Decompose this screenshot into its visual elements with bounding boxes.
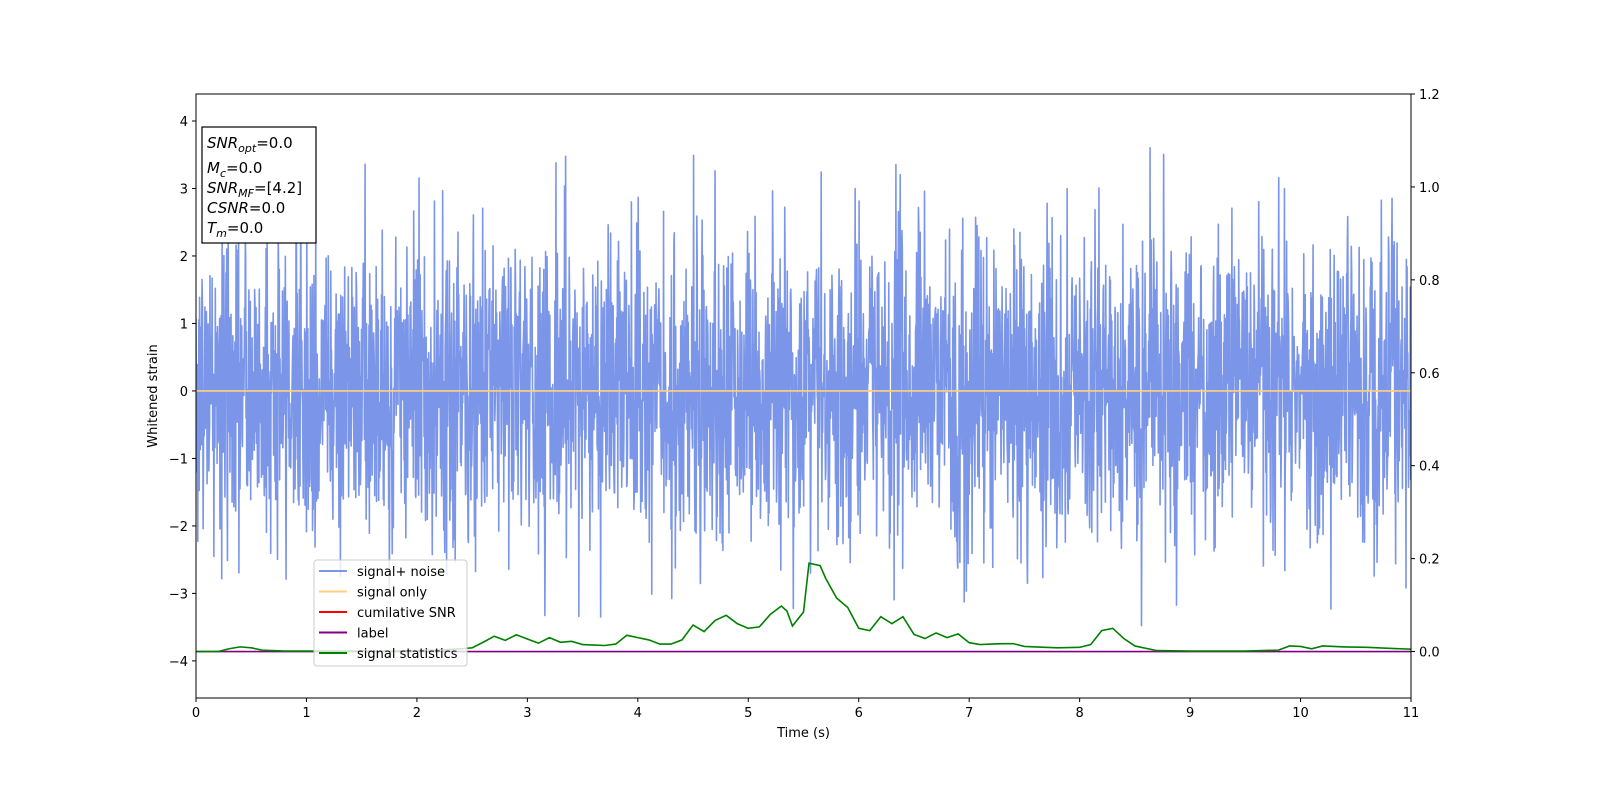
y2-tick-label: 0.8 [1419, 274, 1440, 289]
axes-frame [195, 93, 1412, 699]
legend: signal+ noise signal only cumilative SNR la… [313, 559, 468, 667]
x-tick-label: 6 [855, 706, 863, 721]
y-tick-label: −4 [169, 655, 188, 670]
info-line: CSNR=0.0 [207, 199, 285, 217]
y-tick-label: 3 [180, 182, 188, 197]
y-tick-label: −2 [169, 520, 188, 535]
x-tick-label: 8 [1075, 706, 1083, 721]
info-line-value: =0.0 [249, 199, 285, 217]
info-line-value: =[4.2] [254, 179, 302, 197]
y-tick-label: 0 [180, 385, 188, 400]
legend-entry-label: signal only [357, 586, 427, 601]
series-signal-statistics-line [196, 562, 1411, 653]
axes: 0 1 2 3 4 5 6 7 8 9 10 11 −4 −3 −2 −1 0 1 2 3 4 0.0 0.2 0.4 0.6 0… [169, 88, 1440, 721]
info-line: Mc=0.0 [207, 159, 262, 180]
info-line-base: M [207, 159, 220, 177]
info-line-sub: c [220, 167, 226, 180]
y-tick-label: 4 [180, 115, 188, 130]
x-axis-label: Time (s) [776, 726, 830, 741]
x-tick-label: 4 [634, 706, 642, 721]
y2-tick-label: 0.4 [1419, 460, 1440, 475]
y-tick-label: −1 [169, 452, 188, 467]
info-line-base: CSNR [207, 199, 249, 217]
info-line-sub: opt [238, 142, 257, 155]
info-line-sub: MF [238, 187, 254, 200]
legend-entry-label: signal+ noise [357, 565, 445, 580]
info-line-value: =0.0 [226, 159, 262, 177]
info-line-base: SNR [207, 134, 238, 152]
info-line-base: SNR [207, 179, 238, 197]
info-line-value: =0.0 [256, 134, 292, 152]
info-line: SNRopt=0.0 [207, 134, 293, 155]
x-tick-label: 0 [192, 706, 200, 721]
info-line: Tm=0.0 [207, 219, 263, 240]
y-tick-label: −3 [169, 587, 188, 602]
legend-frame [313, 559, 468, 667]
y2-tick-label: 1.2 [1419, 88, 1440, 103]
info-box: SNRopt=0.0Mc=0.0SNRMF=[4.2]CSNR=0.0Tm=0.… [201, 126, 317, 244]
x-tick-label: 2 [413, 706, 421, 721]
y2-tick-label: 1.0 [1419, 181, 1440, 196]
x-tick-label: 11 [1403, 706, 1420, 721]
y-tick-label: 2 [180, 250, 188, 265]
legend-entry-label: cumilative SNR [357, 606, 456, 621]
info-line-base: T [207, 219, 218, 237]
x-tick-label: 9 [1186, 706, 1194, 721]
info-line-sub: m [216, 227, 227, 240]
info-box-frame [201, 126, 317, 244]
x-tick-label: 5 [744, 706, 752, 721]
info-line-value: =0.0 [227, 219, 263, 237]
x-tick-label: 1 [302, 706, 310, 721]
y-tick-label: 1 [180, 317, 188, 332]
series-signal-noise-line [196, 146, 1411, 627]
y2-tick-label: 0.2 [1419, 553, 1440, 568]
y-axis-label: Whitened strain [146, 344, 161, 447]
legend-entry-label: signal statistics [357, 647, 458, 662]
y2-tick-label: 0.0 [1419, 646, 1440, 661]
x-tick-label: 7 [965, 706, 973, 721]
x-tick-label: 3 [523, 706, 531, 721]
legend-entry-label: label [357, 627, 388, 642]
x-tick-label: 10 [1292, 706, 1309, 721]
y2-tick-label: 0.6 [1419, 367, 1440, 382]
info-line: SNRMF=[4.2] [207, 179, 302, 200]
